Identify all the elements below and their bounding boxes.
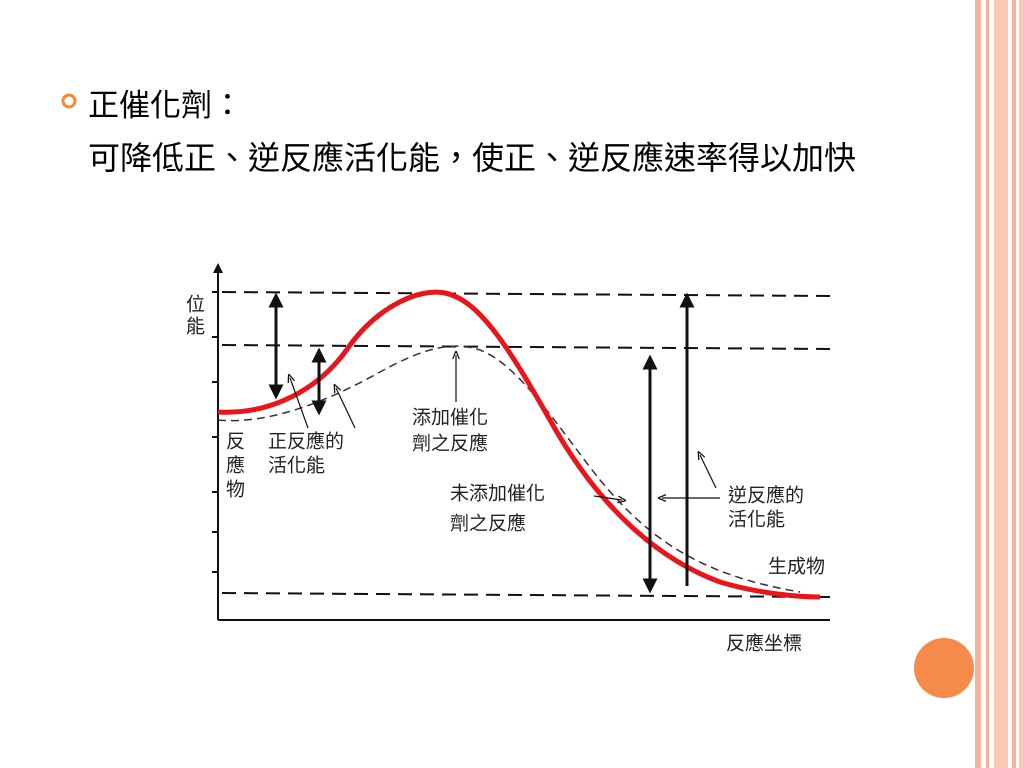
- product-label: 生成物: [768, 556, 825, 578]
- stripe: [994, 0, 1008, 768]
- no-catalyst-label: 劑之反應: [450, 512, 526, 535]
- y-axis-label: 能: [186, 316, 205, 338]
- stripe: [986, 0, 989, 768]
- axes: [212, 263, 830, 621]
- arrows: [268, 292, 695, 594]
- reactant-label: 應: [226, 454, 245, 477]
- forward-ea-label: 正反應的: [268, 430, 344, 453]
- body-text: 可降低正、逆反應活化能，使正、逆反應速率得以加快: [88, 139, 857, 177]
- pointers: [290, 355, 720, 500]
- catalyst-label: 劑之反應: [412, 432, 488, 455]
- catalyzed-curve: [217, 345, 801, 593]
- catalyst-label: 添加催化: [412, 407, 488, 429]
- energy-levels: [221, 291, 831, 598]
- reverse-ea-label: 活化能: [728, 509, 785, 531]
- reverse-ea-label: 逆反應的: [728, 484, 804, 507]
- bullet-title: 正催化劑：: [88, 88, 243, 124]
- stripe: [1012, 0, 1016, 768]
- decor-circle: [914, 638, 974, 698]
- stripe: [1019, 0, 1024, 768]
- y-axis-label: 位: [186, 294, 205, 316]
- reactant-label: 反: [226, 431, 245, 453]
- no-catalyst-label: 未添加催化: [450, 483, 545, 505]
- stripe: [975, 0, 981, 768]
- forward-ea-label: 活化能: [268, 455, 325, 477]
- bullet: [61, 93, 77, 109]
- uncatalyzed-curve: [217, 289, 821, 600]
- reactant-label: 物: [226, 479, 245, 501]
- x-axis-label: 反應坐標: [726, 632, 802, 655]
